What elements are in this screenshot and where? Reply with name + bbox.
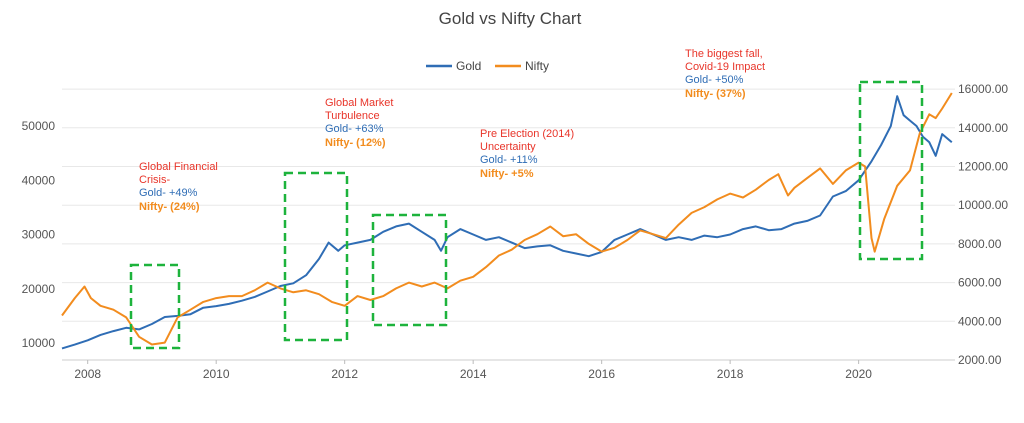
y-left-tick-label: 20000 — [22, 282, 56, 296]
series-line-gold — [61, 95, 953, 350]
y-right-tick-label: 2000.00 — [958, 353, 1002, 367]
annotation-covid-line2: Covid-19 Impact — [685, 61, 765, 73]
y-left-tick-label: 10000 — [22, 336, 56, 350]
highlight-box-2020 — [858, 80, 924, 261]
y-right-tick-label: 4000.00 — [958, 314, 1002, 328]
annotation-covid-line1: The biggest fall, — [685, 48, 763, 60]
y-left-tick-label: 30000 — [22, 228, 56, 242]
annotation-covid-nifty: Nifty- (37%) — [685, 88, 746, 100]
annotation-covid-gold: Gold- +50% — [685, 74, 744, 86]
highlight-boxes — [129, 80, 924, 350]
annotation-election-line1: Pre Election (2014) — [480, 128, 574, 140]
y-right-tick-label: 12000.00 — [958, 160, 1008, 174]
annotation-gfc-line1: Global Financial — [139, 161, 218, 173]
annotation-turbulence-line2: Turbulence — [325, 110, 380, 122]
x-tick-label: 2014 — [460, 367, 487, 381]
y-left-tick-label: 50000 — [22, 119, 56, 133]
y-right-tick-label: 10000.00 — [958, 198, 1008, 212]
legend-gold-label: Gold — [456, 59, 481, 73]
annotation-gfc-line2: Crisis- — [139, 174, 170, 186]
series-lines — [61, 92, 953, 350]
series-line-nifty — [61, 92, 953, 346]
y-left-tick-label: 40000 — [22, 173, 56, 187]
annotation-covid: The biggest fall, Covid-19 Impact Gold- … — [685, 48, 765, 100]
annotation-turbulence-gold: Gold- +63% — [325, 123, 384, 135]
annotation-election-nifty: Nifty- +5% — [480, 168, 534, 180]
annotation-turbulence: Global Market Turbulence Gold- +63% Nift… — [325, 97, 393, 149]
annotation-turbulence-line1: Global Market — [325, 97, 393, 109]
x-tick-label: 2010 — [203, 367, 230, 381]
y-right-tick-label: 8000.00 — [958, 237, 1002, 251]
x-tick-label: 2020 — [845, 367, 872, 381]
annotation-election-line2: Uncertainty — [480, 141, 536, 153]
axis-ticks: 2000.00 4000.00 6000.00 8000.00 10000.00 1200… — [22, 82, 1009, 381]
annotation-turbulence-nifty: Nifty- (12%) — [325, 137, 386, 149]
gridlines — [62, 88, 955, 364]
y-right-tick-label: 6000.00 — [958, 276, 1002, 290]
x-tick-label: 2016 — [588, 367, 615, 381]
y-right-tick-label: 16000.00 — [958, 82, 1008, 96]
annotation-election-gold: Gold- +11% — [480, 154, 538, 166]
legend: Gold Nifty — [426, 59, 549, 73]
x-tick-label: 2018 — [717, 367, 744, 381]
annotation-gfc-nifty: Nifty- (24%) — [139, 201, 200, 213]
chart-title: Gold vs Nifty Chart — [439, 9, 582, 28]
legend-nifty-label: Nifty — [525, 59, 549, 73]
annotation-gfc: Global Financial Crisis- Gold- +49% Nift… — [139, 161, 218, 213]
x-tick-label: 2008 — [74, 367, 101, 381]
x-tick-label: 2012 — [331, 367, 358, 381]
annotation-gfc-gold: Gold- +49% — [139, 187, 198, 199]
highlight-box-2011 — [283, 171, 349, 342]
annotation-election: Pre Election (2014) Uncertainty Gold- +1… — [480, 128, 574, 180]
y-right-tick-label: 14000.00 — [958, 121, 1008, 135]
